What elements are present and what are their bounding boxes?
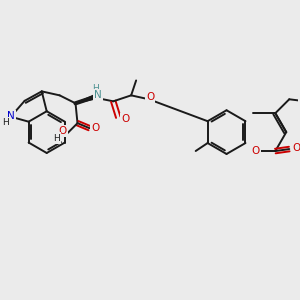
Text: O: O: [251, 146, 260, 156]
Text: N: N: [94, 90, 102, 100]
Text: H: H: [2, 118, 9, 127]
Polygon shape: [76, 95, 93, 103]
Text: O: O: [58, 126, 67, 136]
Text: N: N: [7, 111, 15, 121]
Text: H: H: [53, 134, 60, 142]
Text: O: O: [292, 143, 300, 153]
Text: O: O: [91, 123, 100, 133]
Text: O: O: [146, 92, 154, 102]
Text: H: H: [92, 84, 99, 93]
Text: O: O: [121, 114, 129, 124]
